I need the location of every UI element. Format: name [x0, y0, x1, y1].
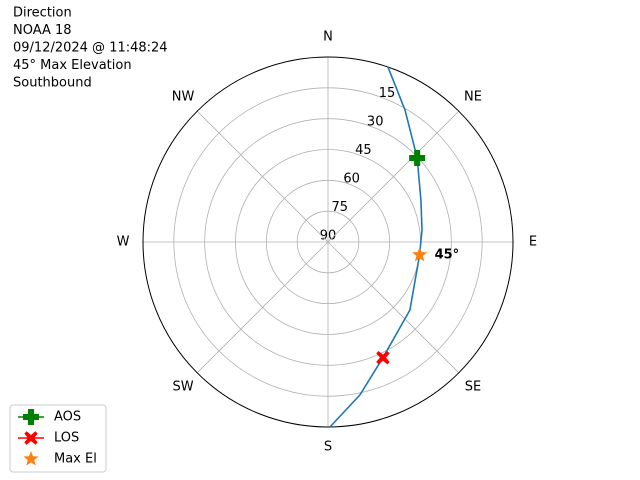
grid-spoke: [196, 241, 329, 374]
r-tick-label: 45: [355, 143, 372, 158]
legend-label: LOS: [54, 431, 79, 446]
direction-label: NW: [172, 90, 195, 105]
legend-marker: [23, 409, 39, 425]
r-tick-label: 75: [332, 200, 349, 215]
track-line: [329, 66, 423, 428]
r-tick-label: 15: [379, 86, 396, 101]
marker: [376, 350, 390, 365]
grid-spoke: [327, 110, 460, 243]
title-line: 09/12/2024 @ 11:48:24: [13, 41, 168, 56]
direction-label: SE: [465, 379, 481, 394]
title-line: NOAA 18: [13, 23, 72, 38]
direction-label: N: [323, 30, 333, 45]
r-tick-label: 60: [343, 172, 360, 187]
title-line: Southbound: [13, 76, 92, 91]
legend-marker: [23, 451, 39, 466]
title-line: Direction: [13, 6, 72, 21]
marker: [409, 149, 426, 166]
legend-label: Max El: [54, 452, 97, 467]
direction-label: SW: [172, 379, 193, 394]
legend-marker: [24, 431, 38, 445]
direction-label: W: [117, 235, 130, 250]
direction-label: S: [324, 440, 332, 455]
grid-spoke: [196, 110, 329, 243]
direction-label: E: [529, 235, 537, 250]
r-tick-label: 30: [367, 115, 384, 130]
marker: [411, 246, 428, 262]
outer-frame: [142, 56, 514, 428]
value-label: 45°: [435, 247, 460, 262]
direction-label: NE: [464, 90, 482, 105]
grid-spoke: [327, 241, 460, 374]
title-line: 45° Max Elevation: [13, 58, 132, 73]
legend-label: AOS: [54, 410, 81, 425]
